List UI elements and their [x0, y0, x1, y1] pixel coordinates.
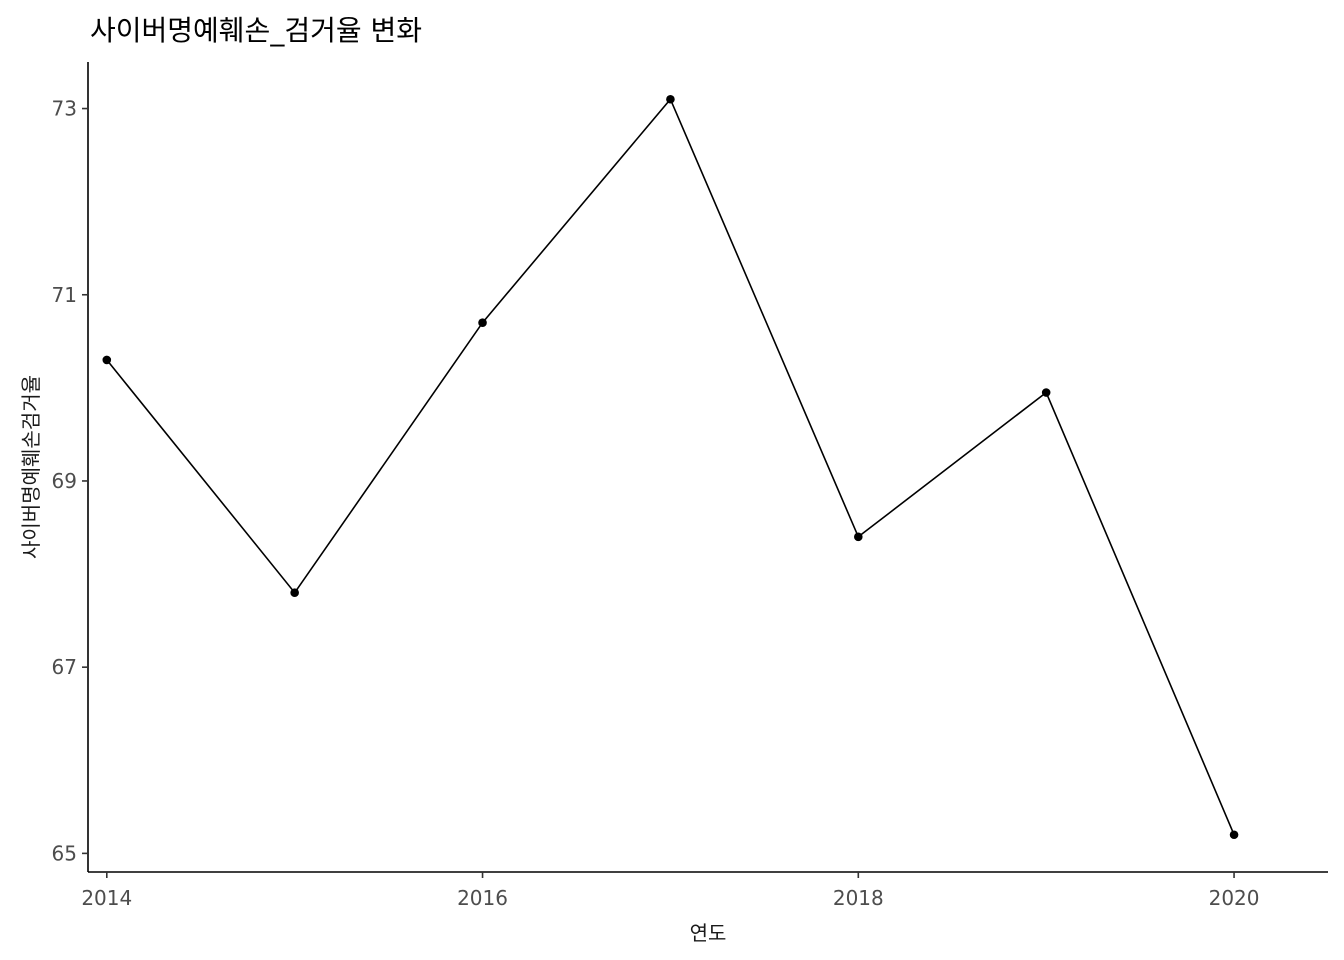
series — [102, 94, 1239, 840]
data-point — [854, 532, 863, 542]
data-point — [666, 94, 675, 104]
y-axis: 65 67 69 71 73 — [52, 62, 89, 872]
x-tick-label: 2018 — [833, 886, 884, 910]
data-point — [478, 318, 487, 327]
data-point — [102, 355, 112, 365]
y-tick-label: 71 — [52, 283, 77, 307]
y-axis-title: 사이버명예훼손검거율 — [19, 375, 43, 559]
x-axis: 2014 2016 2018 2020 — [81, 871, 1328, 910]
y-tick-label: 69 — [52, 469, 77, 493]
y-tick-label: 73 — [52, 97, 77, 121]
x-tick-label: 2014 — [81, 886, 132, 910]
y-tick-label: 65 — [52, 841, 77, 865]
x-tick-label: 2020 — [1209, 886, 1260, 910]
chart-title: 사이버명예훼손_검거율 변화 — [90, 14, 422, 47]
data-point — [1041, 388, 1051, 397]
series-line — [106, 97, 1235, 836]
data-point — [1229, 830, 1239, 840]
x-axis-title: 연도 — [690, 921, 727, 945]
x-tick-label: 2016 — [457, 886, 508, 910]
y-tick-label: 67 — [52, 655, 77, 679]
data-point — [290, 588, 299, 597]
